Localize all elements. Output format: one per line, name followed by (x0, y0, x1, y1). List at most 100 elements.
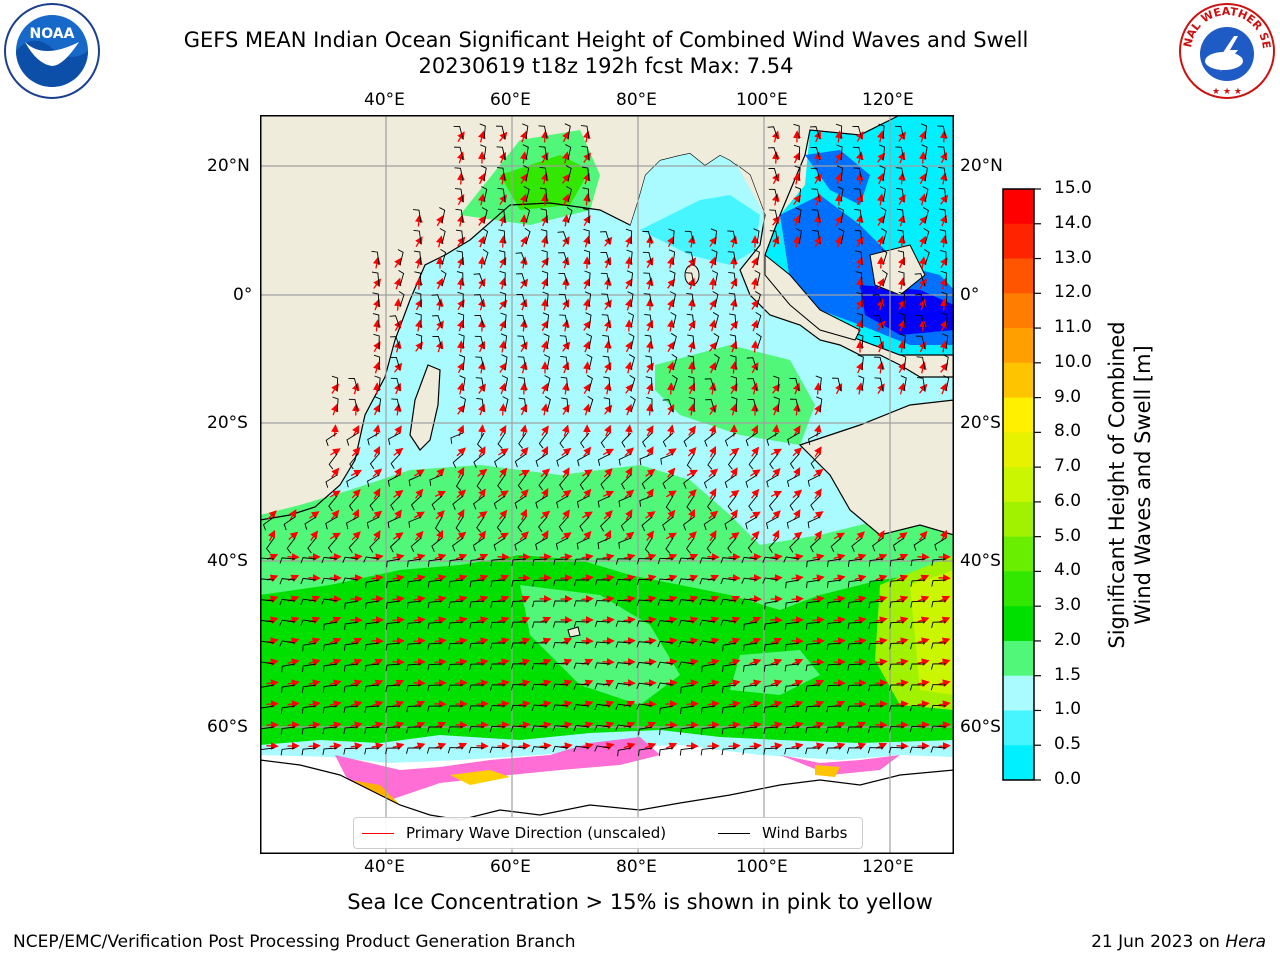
wind-barb (868, 642, 884, 650)
wind-barb (659, 705, 674, 715)
wind-barb (729, 334, 737, 350)
wind-barb (518, 432, 527, 449)
wind-barb (594, 600, 611, 607)
wind-barb (374, 396, 382, 413)
wave-direction-arrow (772, 172, 780, 185)
wave-direction-arrow (498, 509, 508, 520)
wave-direction-arrow (707, 679, 720, 688)
wind-barb (678, 578, 695, 585)
wind-barb (279, 619, 296, 626)
wind-barb (429, 474, 443, 486)
wave-direction-arrow (898, 151, 906, 164)
wind-barb (343, 684, 359, 693)
wind-barb (577, 453, 590, 467)
wave-direction-arrow (665, 742, 678, 750)
wave-direction-arrow (413, 553, 426, 562)
wind-barb (597, 495, 611, 508)
wind-barb (687, 355, 695, 371)
wave-direction-arrow (856, 277, 864, 290)
lon-tick-top-80e: 80°E (616, 90, 657, 110)
wind-barb (581, 166, 590, 182)
wave-direction-arrow (435, 235, 444, 248)
wind-barb (657, 599, 674, 606)
wave-direction-arrow (393, 447, 404, 456)
wind-barb (524, 227, 531, 245)
wind-barb (490, 579, 506, 587)
wave-direction-arrow (896, 658, 909, 667)
wind-barb (762, 577, 779, 584)
wind-barb (448, 558, 464, 567)
wind-barb (302, 642, 317, 652)
wave-direction-arrow (583, 277, 591, 290)
wave-direction-arrow (392, 700, 405, 708)
wind-barb (747, 537, 758, 554)
wind-barb (701, 684, 716, 694)
lat-tick-right-60s: 60°S (960, 717, 1001, 737)
wind-barb (552, 621, 569, 628)
wind-barb (826, 663, 842, 671)
colorbar-swatch (1003, 328, 1034, 364)
wind-barb (560, 376, 569, 392)
wave-direction-arrow (478, 215, 486, 226)
wind-barb (899, 333, 906, 350)
wind-barb (898, 271, 905, 286)
wave-direction-arrow (350, 658, 363, 666)
wind-barb (511, 558, 527, 566)
wind-barb (668, 249, 676, 266)
lon-tick-bottom-40e: 40°E (364, 857, 405, 877)
wave-direction-arrow (854, 574, 867, 583)
wind-barb (909, 705, 926, 712)
wind-barb (475, 356, 485, 371)
wave-direction-arrow (457, 466, 465, 479)
wind-barb (943, 375, 950, 392)
wave-direction-arrow (415, 236, 423, 248)
wind-barb (615, 579, 632, 586)
wave-direction-arrow (833, 700, 846, 708)
wave-direction-arrow (835, 214, 843, 227)
wind-barb (363, 556, 380, 563)
wave-direction-arrow (750, 277, 759, 290)
wind-barb (496, 146, 506, 161)
wind-barb (448, 642, 464, 650)
wind-barb (552, 642, 569, 649)
wind-barb (517, 474, 527, 491)
wave-direction-arrow (875, 574, 888, 583)
wave-direction-arrow (350, 721, 363, 730)
wave-direction-arrow (644, 637, 657, 645)
wave-direction-arrow (833, 553, 846, 562)
wind-barb (684, 230, 695, 245)
wind-barb (764, 621, 779, 631)
wave-direction-arrow (373, 319, 381, 332)
lat-tick-left-0: 0° (233, 285, 253, 305)
wave-direction-arrow (749, 742, 762, 750)
wave-direction-arrow (666, 319, 675, 332)
wave-direction-arrow (854, 637, 867, 645)
wind-barb (857, 333, 864, 350)
wave-direction-arrow (875, 637, 888, 646)
wind-barb (490, 558, 506, 567)
wind-barb (346, 474, 359, 488)
wind-barb (453, 125, 464, 140)
wind-barb (793, 123, 800, 140)
wind-barb (431, 537, 443, 552)
wind-barb (789, 537, 800, 553)
wave-direction-arrow (457, 404, 466, 415)
wave-direction-arrow (457, 340, 465, 353)
wave-direction-arrow (792, 447, 802, 457)
wind-barb (728, 271, 737, 287)
wind-barb (679, 726, 695, 735)
wave-direction-arrow (562, 173, 571, 184)
wind-barb (687, 334, 695, 350)
wind-barb (510, 746, 527, 753)
wind-barb (369, 453, 380, 470)
wind-barb (385, 684, 401, 692)
wind-barb (618, 453, 632, 466)
wave-direction-arrow (434, 637, 447, 645)
wind-barb (683, 432, 695, 447)
wave-direction-arrow (833, 532, 845, 540)
wave-direction-arrow (917, 595, 930, 603)
wave-direction-arrow (918, 256, 927, 269)
wind-barb (668, 228, 675, 245)
australia (798, 399, 954, 536)
wind-barb (784, 621, 800, 630)
